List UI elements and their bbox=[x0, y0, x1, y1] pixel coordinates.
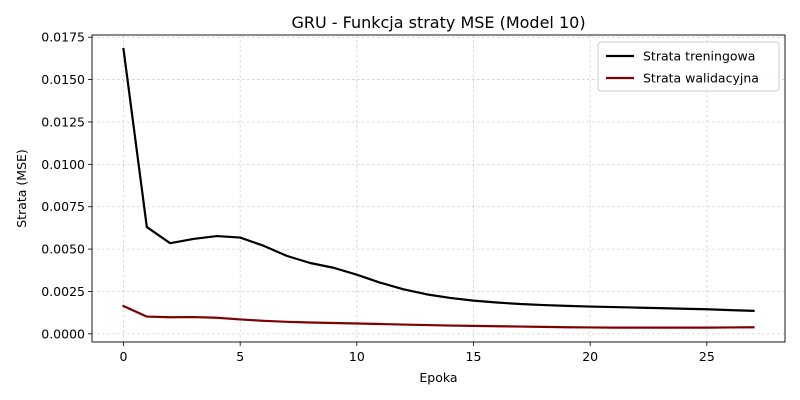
x-tick-label: 10 bbox=[349, 349, 365, 364]
x-tick-label: 5 bbox=[236, 349, 244, 364]
x-tick-label: 25 bbox=[699, 349, 715, 364]
y-tick-label: 0.0175 bbox=[41, 30, 85, 45]
chart-title: GRU - Funkcja straty MSE (Model 10) bbox=[291, 13, 585, 32]
x-axis-label: Epoka bbox=[419, 370, 457, 385]
y-tick-label: 0.0025 bbox=[41, 284, 85, 299]
legend-box bbox=[597, 41, 780, 92]
y-tick-label: 0.0100 bbox=[41, 157, 85, 172]
y-tick-label: 0.0075 bbox=[41, 199, 85, 214]
plot-area-frame bbox=[91, 34, 786, 343]
x-tick-label: 15 bbox=[466, 349, 482, 364]
series-line-training bbox=[122, 47, 755, 312]
y-tick-label: 0.0050 bbox=[41, 242, 85, 257]
y-tick-label: 0.0150 bbox=[41, 72, 85, 87]
y-axis-label: Strata (MSE) bbox=[14, 149, 29, 228]
legend-label: Strata treningowa bbox=[643, 49, 755, 64]
series-line-validation bbox=[122, 304, 755, 329]
y-tick-label: 0.0000 bbox=[41, 326, 85, 341]
x-tick-label: 20 bbox=[582, 349, 598, 364]
axis-ticks: 0 5 10 15 20 25 0.0000 0.0025 0.0050 0.0075 0.0100… bbox=[41, 30, 715, 364]
legend: Strata treningowa Strata walidacyjna bbox=[597, 41, 780, 92]
y-tick-label: 0.0125 bbox=[41, 114, 85, 129]
series-lines bbox=[122, 47, 755, 329]
x-tick-label: 0 bbox=[120, 349, 128, 364]
legend-label: Strata walidacyjna bbox=[643, 71, 759, 86]
